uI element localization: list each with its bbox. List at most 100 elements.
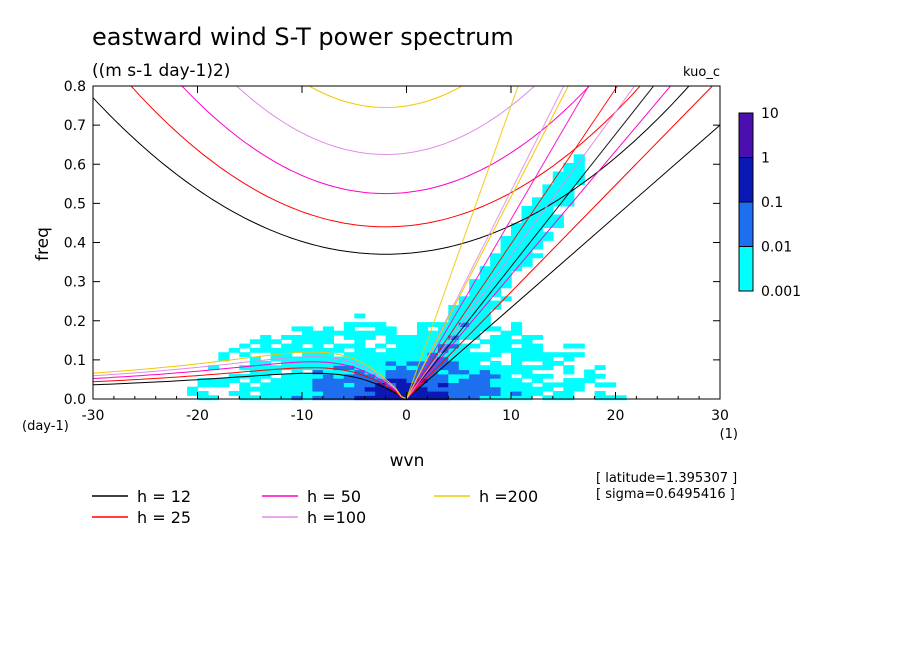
power-cell (469, 300, 481, 306)
power-cell (354, 335, 366, 340)
legend-label: h =100 (307, 508, 366, 527)
power-cell (479, 391, 491, 396)
power-cell (260, 365, 272, 371)
power-cell (343, 395, 355, 401)
kelvin-line-50 (406, 86, 672, 399)
power-cell (552, 214, 564, 220)
power-cell (500, 335, 512, 340)
power-cell (563, 369, 575, 375)
y-tick-label: 0.7 (64, 118, 86, 134)
colorbar-swatch (738, 246, 754, 292)
power-cell (218, 356, 230, 362)
power-cell (563, 184, 575, 190)
power-cell (531, 343, 543, 349)
power-cell (281, 373, 293, 379)
power-cell (542, 373, 554, 379)
power-cell (542, 395, 554, 401)
power-cell (417, 322, 429, 327)
power-cell (396, 382, 408, 388)
power-cell (427, 339, 439, 345)
power-cell (239, 343, 251, 349)
power-cell (521, 261, 533, 267)
power-cell (542, 210, 554, 216)
power-cell (343, 391, 355, 396)
power-cell (291, 395, 303, 401)
power-cell (511, 249, 523, 254)
power-cell (406, 343, 418, 349)
power-cell (322, 326, 334, 332)
power-cell (218, 352, 230, 358)
power-cell (385, 339, 397, 345)
gravity-curve-100 (235, 86, 536, 156)
power-cell (573, 352, 585, 358)
mrg-line-50 (406, 86, 590, 399)
power-cell (500, 257, 512, 263)
power-cell (375, 360, 387, 366)
power-cell (500, 296, 512, 302)
power-cell (448, 369, 460, 375)
power-cell (364, 378, 376, 383)
power-cell (260, 395, 272, 401)
power-cell (458, 347, 470, 353)
power-cell (458, 309, 470, 315)
power-cell (312, 373, 324, 379)
power-cell (479, 395, 491, 401)
power-cell (458, 326, 470, 332)
power-cell (333, 343, 345, 349)
power-cell (385, 360, 397, 366)
power-cell (343, 326, 355, 332)
power-cell (511, 322, 523, 327)
power-cell (552, 193, 564, 198)
power-cell (511, 236, 523, 241)
power-cell (354, 395, 366, 401)
power-cell (490, 257, 502, 263)
power-cell (563, 197, 575, 203)
power-cell (312, 343, 324, 349)
power-cell (333, 391, 345, 396)
y-tick-label: 0.3 (64, 275, 86, 291)
power-cell (417, 330, 429, 336)
power-cell (469, 378, 481, 383)
power-cell (511, 231, 523, 237)
legend: h = 12 h = 25 h = 50 h =100 h =200 (92, 487, 538, 527)
power-cell (385, 352, 397, 358)
power-cell (500, 266, 512, 272)
power-cell (531, 240, 543, 246)
power-cell (375, 395, 387, 401)
power-cell (364, 395, 376, 401)
power-cell (521, 227, 533, 233)
power-cell (458, 352, 470, 358)
power-cell (343, 352, 355, 358)
y-tick-label: 0.1 (64, 353, 86, 369)
rossby-curve-50 (93, 361, 407, 399)
power-cell (469, 343, 481, 349)
power-cell (500, 283, 512, 289)
power-cell (260, 335, 272, 340)
power-cell (511, 356, 523, 362)
power-cell (469, 360, 481, 366)
power-cell (260, 382, 272, 388)
power-cell (312, 386, 324, 392)
power-cell (364, 369, 376, 375)
power-cell (281, 386, 293, 392)
power-cell (563, 352, 575, 358)
power-cell (302, 395, 314, 401)
kelvin-line-12 (406, 124, 720, 399)
power-cell (396, 391, 408, 396)
power-cell (500, 373, 512, 379)
power-cell (500, 386, 512, 392)
power-cell (364, 386, 376, 392)
power-cell (521, 365, 533, 371)
power-cell (469, 283, 481, 289)
power-cell (187, 386, 199, 392)
power-cell (354, 330, 366, 336)
power-cell (511, 326, 523, 332)
legend-label: h =200 (479, 487, 538, 506)
power-cell (531, 347, 543, 353)
power-cell (437, 395, 449, 401)
power-cell (437, 360, 449, 366)
power-cell (563, 395, 575, 401)
power-cell (490, 261, 502, 267)
power-cell (531, 214, 543, 220)
power-cell (511, 378, 523, 383)
